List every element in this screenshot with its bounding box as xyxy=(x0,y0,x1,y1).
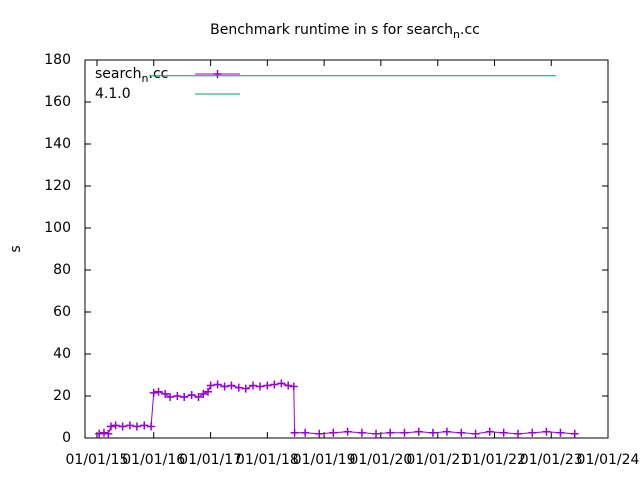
point-marker xyxy=(227,381,236,390)
point-marker xyxy=(414,427,423,436)
y-tick-label: 0 xyxy=(62,430,71,446)
point-marker xyxy=(99,428,108,437)
point-marker xyxy=(199,389,208,398)
point-marker xyxy=(125,421,134,430)
point-marker xyxy=(140,421,149,430)
y-tick-label: 40 xyxy=(53,346,71,362)
point-marker xyxy=(180,393,189,402)
point-marker xyxy=(194,393,203,402)
x-tick-label: 01/01/16 xyxy=(122,452,185,468)
point-marker xyxy=(442,427,451,436)
y-tick-label: 120 xyxy=(44,178,71,194)
legend-label: searchn.cc xyxy=(95,66,168,85)
point-marker xyxy=(263,381,272,390)
point-marker xyxy=(111,421,120,430)
y-tick-label: 80 xyxy=(53,262,71,278)
y-tick-label: 180 xyxy=(44,52,71,68)
point-marker xyxy=(400,428,409,437)
point-marker xyxy=(301,428,310,437)
point-marker xyxy=(234,383,243,392)
x-tick-label: 01/01/17 xyxy=(179,452,242,468)
legend-label: 4.1.0 xyxy=(95,86,131,102)
point-marker xyxy=(118,422,127,431)
point-marker xyxy=(161,389,170,398)
point-marker xyxy=(542,427,551,436)
x-tick-label: 01/01/19 xyxy=(293,452,356,468)
point-marker xyxy=(241,384,250,393)
y-tick-label: 160 xyxy=(44,94,71,110)
point-marker xyxy=(284,381,293,390)
x-tick-label: 01/01/18 xyxy=(236,452,299,468)
point-marker xyxy=(315,429,324,438)
point-marker xyxy=(203,387,212,396)
x-tick-label: 01/01/15 xyxy=(66,452,129,468)
point-marker xyxy=(256,382,265,391)
point-marker xyxy=(457,428,466,437)
plot-frame xyxy=(84,59,609,439)
point-marker xyxy=(147,422,156,431)
point-marker xyxy=(570,429,579,438)
point-marker xyxy=(556,428,565,437)
x-tick-label: 01/01/24 xyxy=(577,452,640,468)
point-marker xyxy=(206,381,215,390)
y-tick-label: 140 xyxy=(44,136,71,152)
point-marker xyxy=(499,428,508,437)
point-marker xyxy=(528,428,537,437)
point-marker xyxy=(220,382,229,391)
point-marker xyxy=(343,427,352,436)
point-marker xyxy=(289,382,298,391)
chart-title: Benchmark runtime in s for searchn.cc xyxy=(210,22,480,41)
x-tick-label: 01/01/21 xyxy=(406,452,469,468)
x-tick-label: 01/01/23 xyxy=(520,452,583,468)
x-tick-label: 01/01/20 xyxy=(349,452,412,468)
point-marker xyxy=(485,427,494,436)
point-marker xyxy=(270,380,279,389)
y-axis-label: s xyxy=(8,245,24,252)
x-tick-label: 01/01/22 xyxy=(463,452,526,468)
y-tick-label: 20 xyxy=(53,388,71,404)
point-marker xyxy=(154,387,163,396)
point-marker xyxy=(249,381,258,390)
point-marker xyxy=(213,380,222,389)
point-marker xyxy=(357,428,366,437)
series-line xyxy=(99,382,575,435)
point-marker xyxy=(106,422,115,431)
point-marker xyxy=(149,388,158,397)
point-marker xyxy=(173,392,182,400)
point-marker xyxy=(471,429,480,438)
point-marker xyxy=(187,390,196,399)
point-marker xyxy=(428,428,437,437)
point-marker xyxy=(277,379,286,388)
point-marker xyxy=(372,429,381,438)
legend-marker xyxy=(213,70,222,78)
point-marker xyxy=(329,428,338,437)
point-marker xyxy=(513,429,522,438)
point-marker xyxy=(95,429,104,438)
y-tick-label: 100 xyxy=(44,220,71,236)
point-marker xyxy=(166,393,175,402)
y-tick-label: 60 xyxy=(53,304,71,320)
point-marker xyxy=(104,429,113,438)
point-marker xyxy=(386,428,395,437)
point-marker xyxy=(290,428,299,437)
point-marker xyxy=(132,422,141,431)
